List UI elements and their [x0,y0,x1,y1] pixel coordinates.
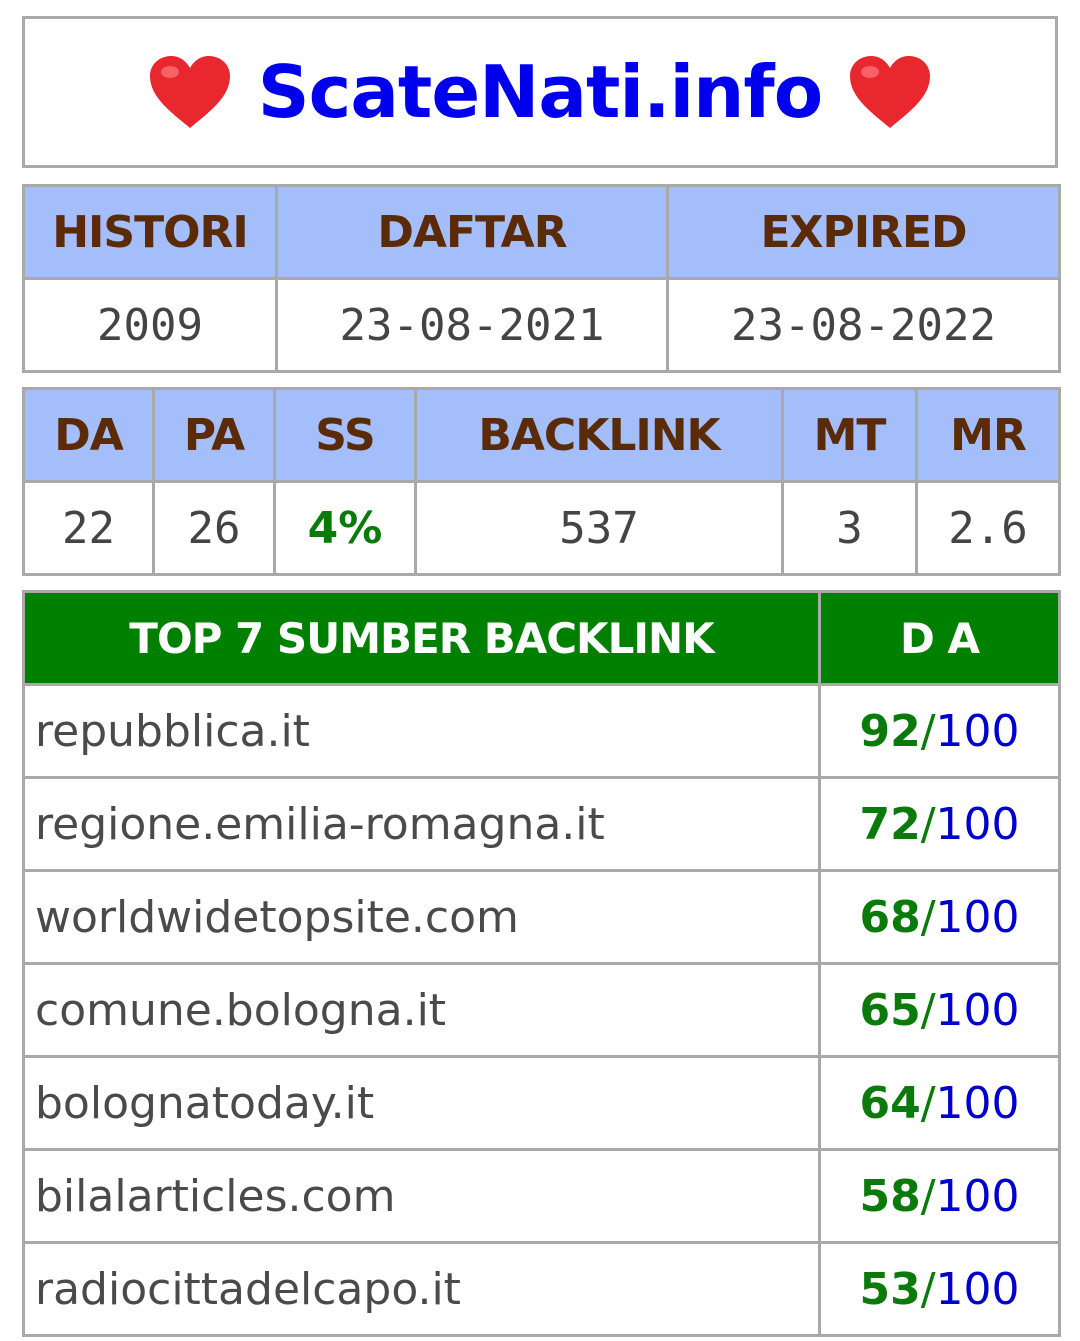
da-score-max: 100 [935,705,1020,757]
backlink-site[interactable]: radiocittadelcapo.it [22,1241,821,1337]
domain-info-table: HISTORI DAFTAR EXPIRED 2009 23-08-2021 2… [22,184,1061,373]
backlink-header: BACKLINK [414,387,784,483]
ss-header: SS [273,387,417,483]
title-box: ScateNati.info [22,16,1058,168]
expired-header: EXPIRED [666,184,1061,280]
da-value: 22 [22,480,155,576]
da-score-separator: / [920,1077,936,1129]
daftar-value: 23-08-2021 [275,277,669,373]
mt-header: MT [781,387,918,483]
da-score-max: 100 [935,1263,1020,1315]
table-row: bilalarticles.com 58/100 [22,1148,1061,1244]
table-row: radiocittadelcapo.it 53/100 [22,1241,1061,1337]
mr-value: 2.6 [915,480,1061,576]
da-score-separator: / [920,1170,936,1222]
backlink-site[interactable]: bolognatoday.it [22,1055,821,1151]
top-backlinks-table: TOP 7 SUMBER BACKLINK D A repubblica.it 9… [22,590,1061,1337]
backlink-rows: repubblica.it 92/100 regione.emilia-romagn… [22,683,1061,1337]
pa-value: 26 [152,480,276,576]
metrics-value-row: 22 26 4% 537 3 2.6 [22,480,1061,576]
heart-icon [850,56,931,128]
da-column-header: D A [818,590,1061,686]
backlink-value: 537 [414,480,784,576]
backlink-da-score: 64/100 [818,1055,1061,1151]
backlink-site[interactable]: repubblica.it [22,683,821,779]
histori-header: HISTORI [22,184,278,280]
backlink-site[interactable]: comune.bologna.it [22,962,821,1058]
mr-header: MR [915,387,1061,483]
daftar-header: DAFTAR [275,184,669,280]
table-row: worldwidetopsite.com 68/100 [22,869,1061,965]
da-score-max: 100 [935,1170,1020,1222]
da-score-value: 64 [859,1077,921,1129]
table-row: bolognatoday.it 64/100 [22,1055,1061,1151]
backlink-site[interactable]: bilalarticles.com [22,1148,821,1244]
backlink-da-score: 53/100 [818,1241,1061,1337]
da-score-value: 58 [859,1170,921,1222]
metrics-header-row: DA PA SS BACKLINK MT MR [22,387,1061,483]
da-score-value: 65 [859,984,921,1036]
pa-header: PA [152,387,276,483]
backlink-da-score: 72/100 [818,776,1061,872]
ss-value: 4% [273,480,417,576]
seo-report: ScateNati.info HISTORI DAFTAR EXPIRED 20… [22,16,1061,1337]
histori-value: 2009 [22,277,278,373]
da-score-separator: / [920,1263,936,1315]
da-score-max: 100 [935,798,1020,850]
backlink-site[interactable]: regione.emilia-romagna.it [22,776,821,872]
top-backlinks-title: TOP 7 SUMBER BACKLINK [22,590,821,686]
da-score-separator: / [920,705,936,757]
da-score-separator: / [920,891,936,943]
da-score-value: 53 [859,1263,921,1315]
backlink-da-score: 65/100 [818,962,1061,1058]
expired-value: 23-08-2022 [666,277,1061,373]
da-header: DA [22,387,155,483]
top-backlinks-header-row: TOP 7 SUMBER BACKLINK D A [22,590,1061,686]
da-score-value: 92 [859,705,921,757]
backlink-da-score: 92/100 [818,683,1061,779]
table-row: comune.bologna.it 65/100 [22,962,1061,1058]
da-score-value: 72 [859,798,921,850]
metrics-table: DA PA SS BACKLINK MT MR 22 26 4% 537 3 2… [22,387,1061,576]
mt-value: 3 [781,480,918,576]
da-score-max: 100 [935,984,1020,1036]
da-score-separator: / [920,798,936,850]
da-score-separator: / [920,984,936,1036]
domain-info-value-row: 2009 23-08-2021 23-08-2022 [22,277,1061,373]
da-score-value: 68 [859,891,921,943]
backlink-site[interactable]: worldwidetopsite.com [22,869,821,965]
backlink-da-score: 68/100 [818,869,1061,965]
backlink-da-score: 58/100 [818,1148,1061,1244]
site-title[interactable]: ScateNati.info [257,50,823,134]
heart-icon [149,56,230,128]
da-score-max: 100 [935,1077,1020,1129]
table-row: repubblica.it 92/100 [22,683,1061,779]
domain-info-header-row: HISTORI DAFTAR EXPIRED [22,184,1061,280]
da-score-max: 100 [935,891,1020,943]
table-row: regione.emilia-romagna.it 72/100 [22,776,1061,872]
